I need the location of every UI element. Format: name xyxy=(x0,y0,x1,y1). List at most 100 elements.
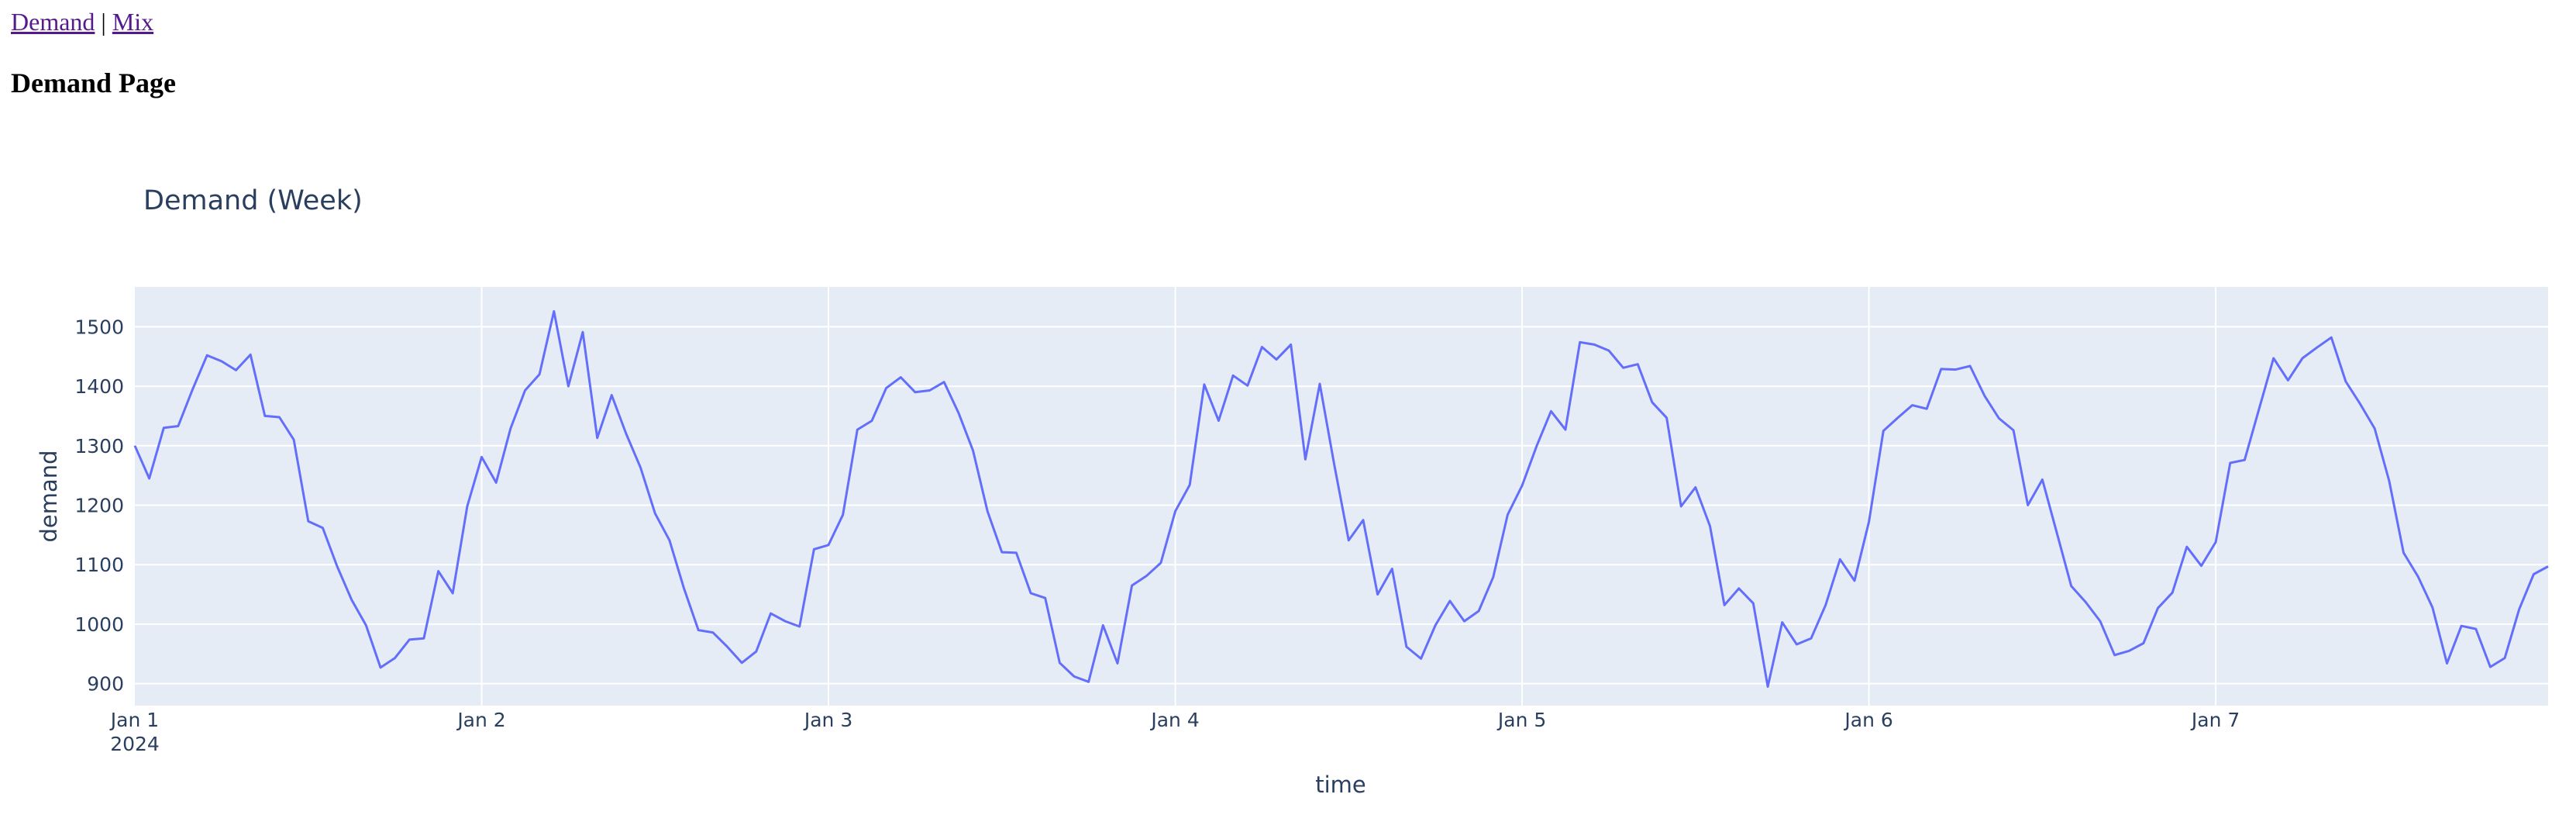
data-point[interactable] xyxy=(797,624,802,629)
data-point[interactable] xyxy=(884,385,889,390)
data-point[interactable] xyxy=(2285,378,2290,382)
data-point[interactable] xyxy=(1376,592,1380,597)
data-point[interactable] xyxy=(1144,574,1149,578)
data-point[interactable] xyxy=(1505,513,1510,517)
nav-link-demand[interactable]: Demand xyxy=(11,8,95,36)
data-point[interactable] xyxy=(494,480,498,485)
data-point[interactable] xyxy=(176,424,181,429)
data-point[interactable] xyxy=(219,359,224,364)
data-point[interactable] xyxy=(2228,461,2233,465)
data-point[interactable] xyxy=(1635,362,1640,367)
data-point[interactable] xyxy=(1794,642,1799,647)
data-point[interactable] xyxy=(422,636,426,640)
data-point[interactable] xyxy=(1130,583,1135,588)
data-point[interactable] xyxy=(277,415,282,420)
data-point[interactable] xyxy=(1896,416,1900,420)
data-point[interactable] xyxy=(1043,596,1048,600)
data-point[interactable] xyxy=(1665,416,1669,420)
data-point[interactable] xyxy=(2546,565,2550,569)
data-point[interactable] xyxy=(2156,606,2161,610)
data-point[interactable] xyxy=(263,413,267,418)
data-point[interactable] xyxy=(248,352,253,357)
data-point[interactable] xyxy=(1563,427,1568,432)
data-point[interactable] xyxy=(2213,540,2218,544)
data-point[interactable] xyxy=(1259,345,1264,350)
series-line-demand[interactable] xyxy=(133,309,2549,688)
data-point[interactable] xyxy=(2257,406,2261,411)
data-point[interactable] xyxy=(480,454,484,459)
data-point[interactable] xyxy=(1520,483,1524,488)
data-point[interactable] xyxy=(1057,661,1062,665)
data-point[interactable] xyxy=(1245,383,1250,388)
data-point[interactable] xyxy=(2098,619,2102,623)
data-point[interactable] xyxy=(2459,623,2464,628)
data-point[interactable] xyxy=(1217,419,1221,423)
data-point[interactable] xyxy=(2054,530,2059,535)
data-point[interactable] xyxy=(205,353,209,357)
data-point[interactable] xyxy=(711,630,715,635)
data-point[interactable] xyxy=(2372,426,2377,431)
data-point[interactable] xyxy=(378,665,383,670)
data-point[interactable] xyxy=(161,426,166,430)
data-point[interactable] xyxy=(2517,607,2522,612)
data-point[interactable] xyxy=(769,611,773,616)
nav-link-mix[interactable]: Mix xyxy=(112,8,154,36)
data-point[interactable] xyxy=(609,393,614,398)
data-point[interactable] xyxy=(2083,600,2088,605)
data-point[interactable] xyxy=(2011,428,2016,433)
data-point[interactable] xyxy=(1317,382,1322,386)
data-point[interactable] xyxy=(450,591,455,596)
data-point[interactable] xyxy=(1881,429,1886,433)
data-point[interactable] xyxy=(1650,400,1655,405)
data-point[interactable] xyxy=(1289,342,1293,347)
data-point[interactable] xyxy=(1780,620,1785,625)
data-point[interactable] xyxy=(350,598,354,602)
data-point[interactable] xyxy=(783,619,787,623)
data-point[interactable] xyxy=(1419,656,1424,661)
data-point[interactable] xyxy=(465,504,470,509)
data-point[interactable] xyxy=(2141,641,2146,646)
data-point[interactable] xyxy=(1390,567,1394,571)
data-point[interactable] xyxy=(667,538,672,543)
data-point[interactable] xyxy=(291,437,296,442)
data-point[interactable] xyxy=(754,649,759,654)
data-point[interactable] xyxy=(306,519,311,523)
data-point[interactable] xyxy=(1693,485,1698,490)
data-point[interactable] xyxy=(191,387,195,392)
data-point[interactable] xyxy=(2026,503,2030,508)
data-point[interactable] xyxy=(841,513,845,517)
data-point[interactable] xyxy=(2170,590,2175,595)
data-point[interactable] xyxy=(1592,342,1596,347)
data-point[interactable] xyxy=(1737,586,1741,591)
data-point[interactable] xyxy=(1476,609,1481,613)
data-point[interactable] xyxy=(1578,340,1582,344)
data-point[interactable] xyxy=(234,368,239,372)
data-point[interactable] xyxy=(2329,335,2333,340)
data-point[interactable] xyxy=(696,628,701,633)
data-point[interactable] xyxy=(1765,685,1770,689)
data-point[interactable] xyxy=(2242,457,2247,462)
data-point[interactable] xyxy=(1910,403,1915,408)
data-point[interactable] xyxy=(580,330,585,334)
data-point[interactable] xyxy=(725,644,730,649)
data-point[interactable] xyxy=(2387,478,2392,483)
data-point[interactable] xyxy=(653,511,657,516)
data-point[interactable] xyxy=(1621,365,1626,370)
data-point[interactable] xyxy=(639,465,643,470)
data-point[interactable] xyxy=(1607,348,1611,353)
data-point[interactable] xyxy=(436,569,441,574)
data-point[interactable] xyxy=(942,380,946,385)
data-point[interactable] xyxy=(1809,636,1813,640)
data-point[interactable] xyxy=(566,384,570,388)
data-point[interactable] xyxy=(985,509,990,513)
data-point[interactable] xyxy=(870,419,874,423)
data-point[interactable] xyxy=(1722,602,1727,607)
data-point[interactable] xyxy=(1462,619,1467,623)
data-point[interactable] xyxy=(523,388,528,393)
data-point[interactable] xyxy=(1708,523,1713,528)
data-point[interactable] xyxy=(1751,601,1755,606)
data-point[interactable] xyxy=(913,390,918,395)
data-point[interactable] xyxy=(1867,520,1872,524)
data-point[interactable] xyxy=(2069,584,2074,589)
